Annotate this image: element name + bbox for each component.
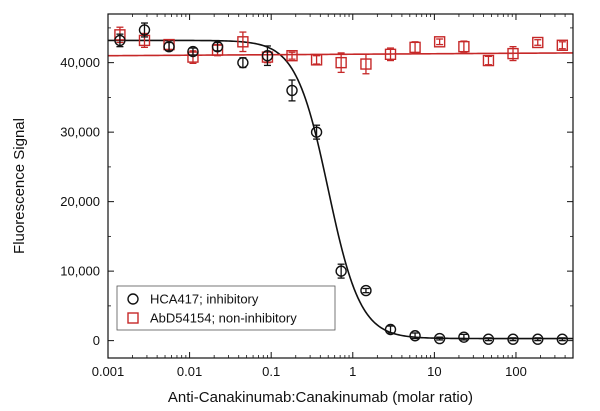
data-point — [211, 40, 224, 53]
data-point — [384, 48, 397, 61]
legend-label-hca417: HCA417; inhibitory — [150, 292, 259, 307]
data-point — [532, 333, 544, 345]
data-point — [286, 49, 298, 62]
y-tick-label: 10,000 — [60, 264, 100, 279]
data-point — [507, 333, 519, 345]
data-point — [261, 49, 274, 62]
axes: 0.001 0.01 0.1 1 10 100 0 10,000 20,000 30,000 40,… — [60, 14, 574, 379]
data-point — [507, 47, 519, 60]
data-point — [458, 331, 470, 343]
data-point — [237, 56, 249, 69]
x-tick-label: 100 — [505, 364, 527, 379]
legend-marker-shape — [127, 312, 139, 324]
x-tick-label: 0.01 — [177, 364, 202, 379]
y-tick-label: 0 — [93, 333, 100, 348]
y-tick-label: 30,000 — [60, 125, 100, 140]
y-tick-label: 40,000 — [60, 55, 100, 70]
data-point — [433, 36, 446, 48]
x-tick-label: 0.001 — [92, 364, 125, 379]
data-point — [187, 45, 199, 58]
legend-box — [116, 285, 336, 331]
y-tick-label: 20,000 — [60, 194, 100, 209]
fit-line — [108, 39, 573, 340]
legend-label-abd54154: AbD54154; non-inhibitory — [150, 311, 297, 326]
y-axis-title: Fluorescence Signal — [11, 118, 28, 254]
legend: HCA417; inhibitory AbD54154; non-inhibit… — [116, 285, 336, 331]
x-tick-label: 1 — [349, 364, 356, 379]
data-point — [114, 34, 126, 47]
data-point — [458, 40, 470, 53]
data-point — [409, 330, 421, 342]
data-point — [163, 40, 175, 53]
data-point — [482, 54, 495, 67]
data-point — [286, 84, 298, 97]
legend-marker-circle — [127, 293, 139, 305]
data-point — [310, 54, 323, 66]
data-point — [482, 333, 495, 345]
data-point — [335, 265, 347, 277]
data-point — [310, 126, 323, 138]
data-point — [335, 56, 347, 69]
data-point — [532, 36, 544, 49]
data-point — [237, 36, 249, 48]
data-point — [433, 332, 446, 345]
legend-marker-shape — [127, 293, 139, 305]
data-point — [556, 39, 569, 51]
data-point — [409, 41, 421, 54]
x-tick-label: 0.1 — [262, 364, 280, 379]
data-point — [556, 333, 569, 345]
legend-marker-square — [127, 312, 139, 324]
data-point — [360, 58, 372, 70]
data-point — [384, 323, 397, 336]
x-tick-label: 10 — [427, 364, 441, 379]
data-point — [138, 24, 151, 36]
series-group — [114, 22, 569, 345]
x-axis-title: Anti-Canakinumab:Canakinumab (molar rati… — [168, 389, 473, 406]
data-series — [114, 22, 569, 345]
data-point — [360, 284, 372, 297]
